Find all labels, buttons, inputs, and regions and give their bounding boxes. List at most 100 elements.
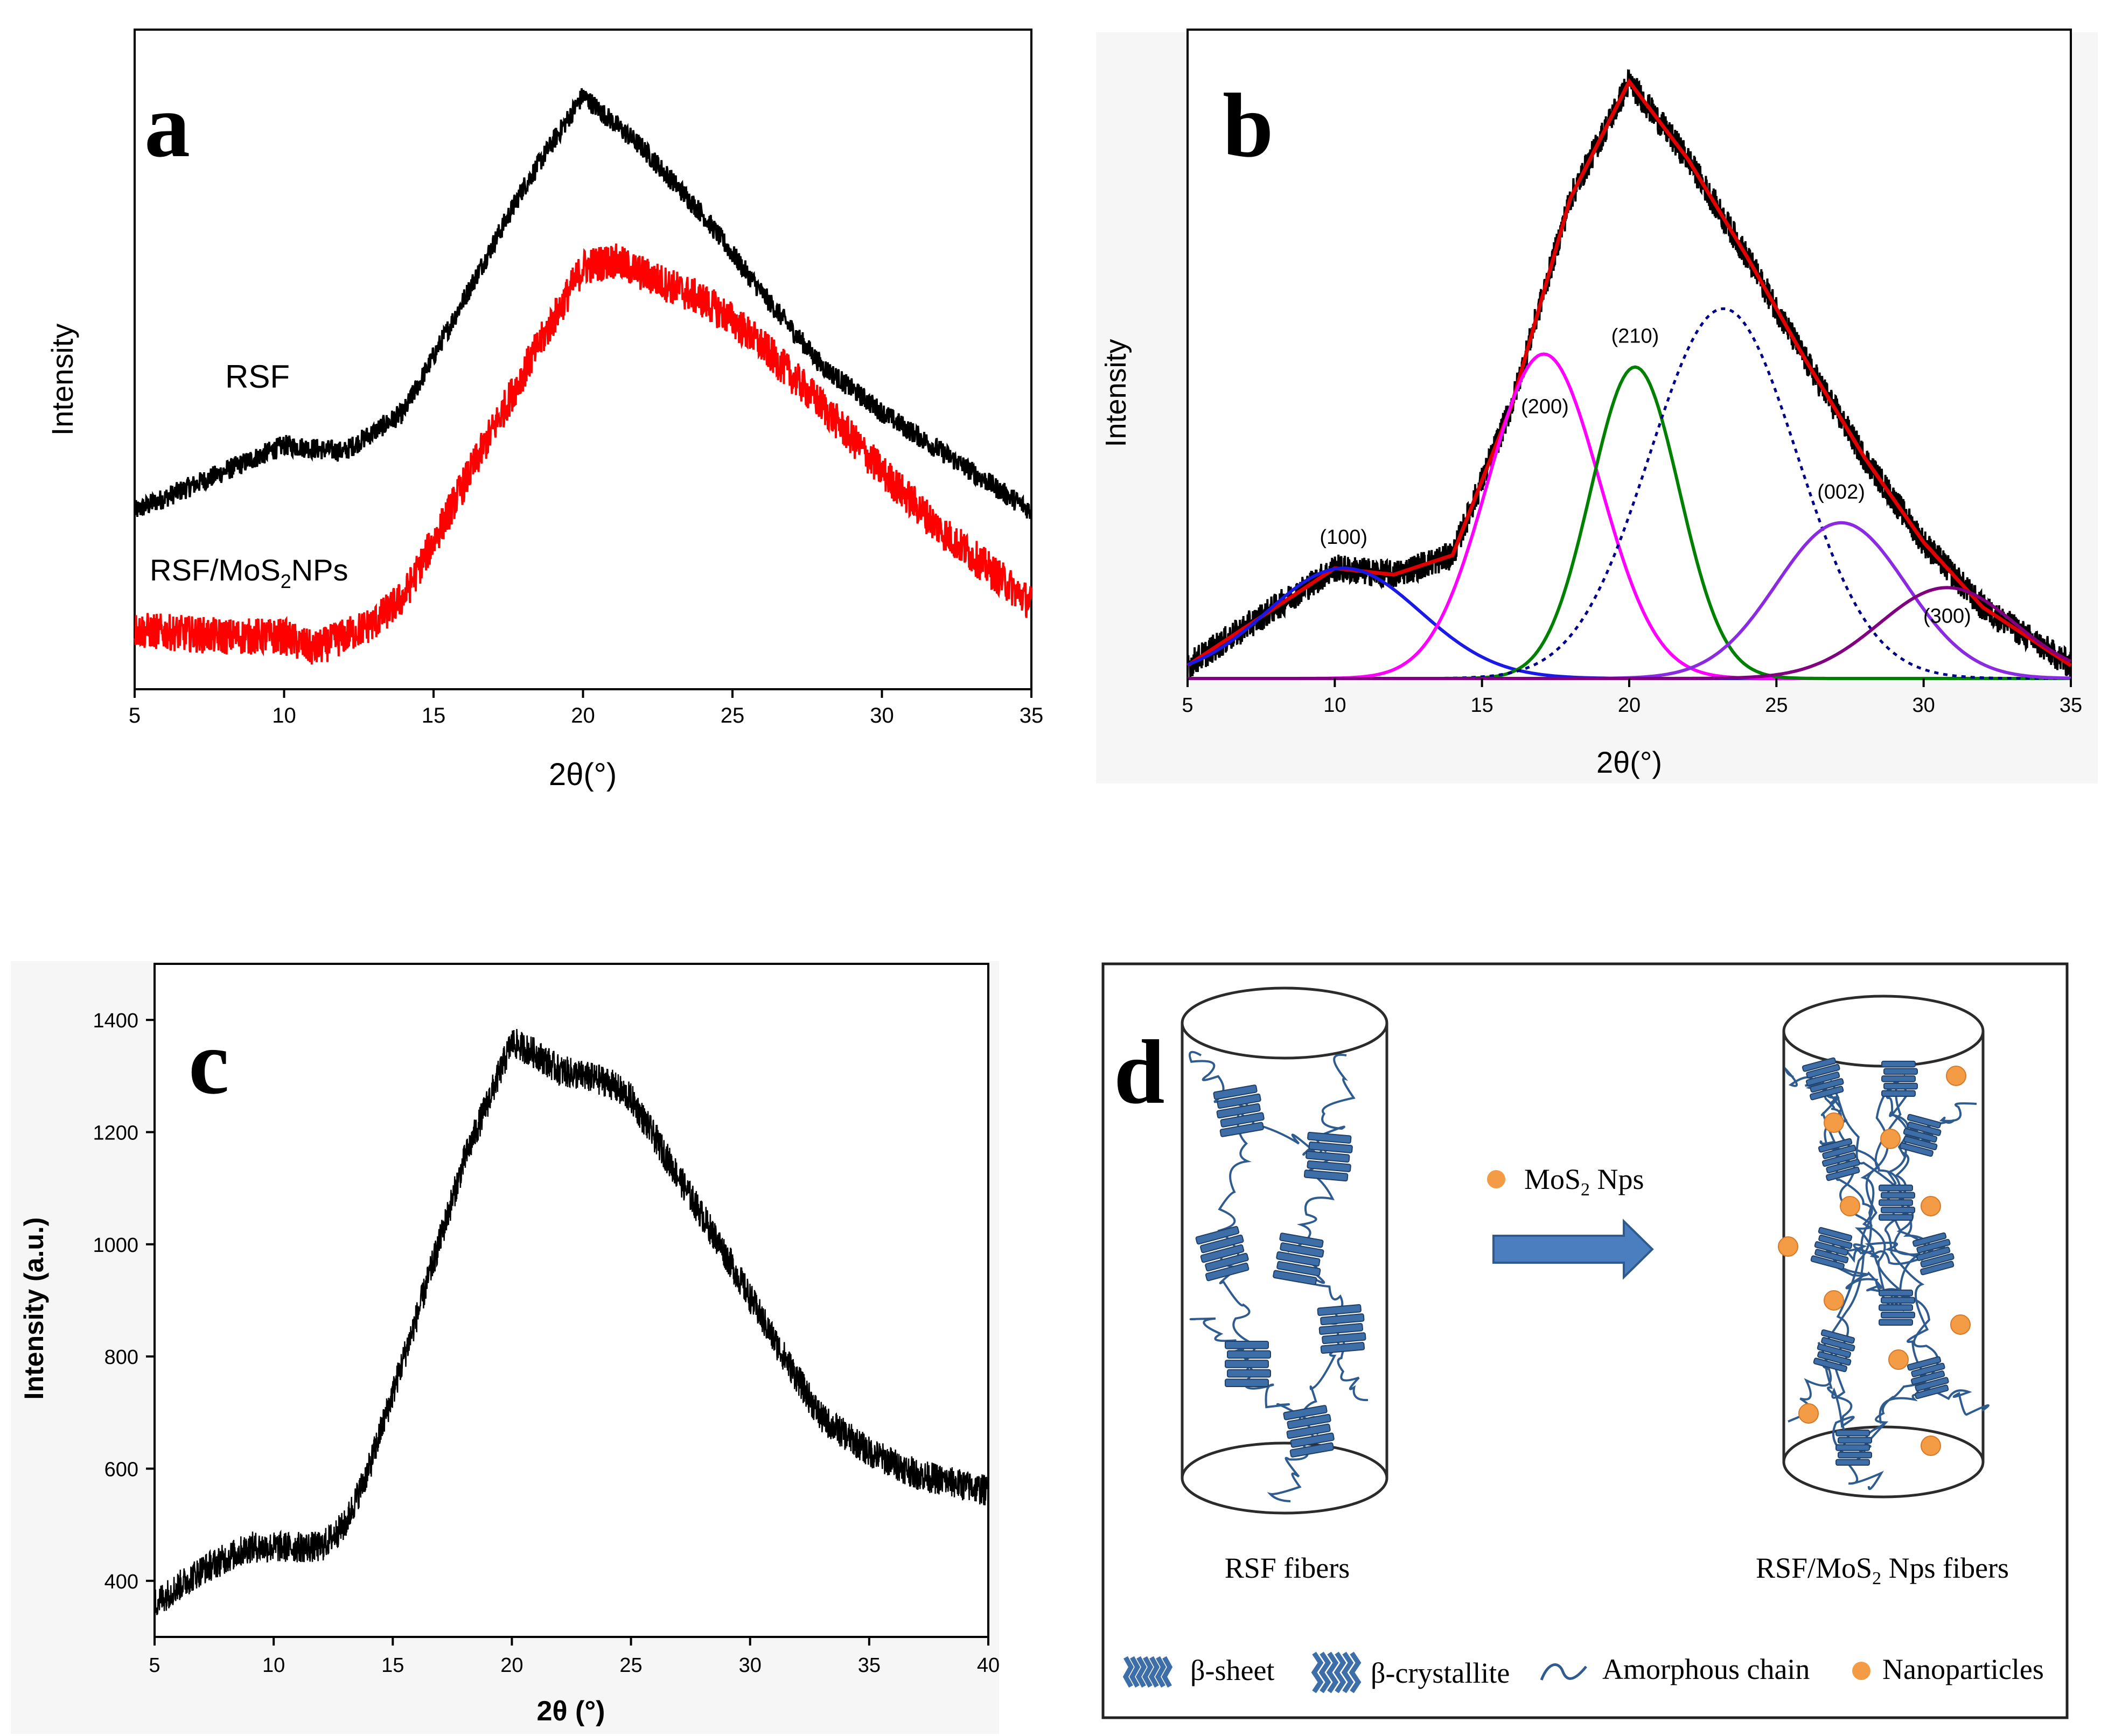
nanoparticle xyxy=(1921,1196,1941,1216)
x-tick-label-c: 35 xyxy=(858,1654,881,1677)
panel-letter-d: d xyxy=(1114,1021,1165,1123)
beta-sheet-strand xyxy=(1205,1262,1250,1282)
beta-crystallite-strand xyxy=(1318,1651,1331,1693)
x-tick-label-c: 10 xyxy=(262,1654,285,1677)
caption-right-subscript: 2 xyxy=(1872,1569,1881,1588)
peak-label: (002) xyxy=(1817,481,1865,503)
amorphous-chain-icon xyxy=(1540,1663,1587,1681)
beta-sheet-strand xyxy=(1810,1078,1844,1093)
y-tick-label-c: 1400 xyxy=(93,1010,138,1032)
beta-sheet-strand xyxy=(1911,1362,1945,1377)
legend-nanoparticles: Nanoparticles xyxy=(1882,1653,2044,1685)
panel-letter-a: a xyxy=(144,75,190,176)
arrow-label-part3: Nps xyxy=(1590,1163,1644,1195)
beta-sheet-strand xyxy=(1810,1086,1844,1101)
beta-sheet-strand xyxy=(1320,1342,1365,1354)
beta-sheet-strand xyxy=(1273,1270,1317,1285)
beta-sheet-strand xyxy=(1915,1384,1949,1399)
beta-sheet-strand xyxy=(1903,1128,1938,1143)
beta-sheet-strand xyxy=(1881,1060,1916,1068)
series-label-rsf-mos2: RSF/MoS2NPs xyxy=(150,553,348,592)
peak-label: (100) xyxy=(1320,526,1367,549)
beta-sheet-strand xyxy=(1305,1150,1350,1163)
beta-sheet-strand xyxy=(1916,1238,1951,1254)
beta-sheet-strand xyxy=(1907,1121,1942,1136)
beta-sheet-strand xyxy=(1810,1255,1845,1270)
beta-sheet-strand xyxy=(1307,1160,1351,1172)
beta-sheet-strand xyxy=(1227,1350,1271,1359)
axis-ticks-c: 5 10 15 20 25 30 35 40 400 600 800 1000 1200 1400 xyxy=(93,1010,1000,1677)
x-axis-title-c: 2θ (°) xyxy=(537,1696,605,1727)
beta-sheet-strand xyxy=(1287,1413,1331,1430)
beta-crystallite xyxy=(1813,1329,1855,1373)
caption-rsf-mos2-fibers: RSF/MoS2 Nps fibers xyxy=(1756,1552,2009,1588)
panel-letter-b: b xyxy=(1223,75,1274,176)
beta-crystallite xyxy=(1835,1429,1872,1466)
beta-sheet-strand xyxy=(1129,1656,1141,1688)
beta-crystallite xyxy=(1810,1227,1853,1270)
x-axis-ticks-a: 5 10 15 20 25 30 35 xyxy=(129,689,1043,727)
beta-sheet-strand xyxy=(1907,1114,1942,1129)
beta-sheet-strand xyxy=(1881,1075,1916,1082)
beta-sheet-strand xyxy=(1899,1142,1934,1157)
beta-crystallite-icon xyxy=(1311,1651,1362,1693)
beta-sheet-strand xyxy=(1826,1166,1860,1181)
process-arrow: MoS2 Nps xyxy=(1487,1163,1654,1280)
beta-crystallite xyxy=(1225,1341,1271,1387)
beta-sheet-strand xyxy=(1835,1429,1870,1437)
x-tick-label-c: 15 xyxy=(381,1654,404,1677)
legend-beta-sheet: β-sheet xyxy=(1190,1654,1274,1686)
beta-sheet-strand xyxy=(1161,1656,1173,1688)
beta-sheet-strand xyxy=(1308,1141,1353,1153)
amorphous-chain xyxy=(1884,1211,1929,1380)
beta-sheet-strand xyxy=(1881,1192,1915,1199)
amorphous-chain xyxy=(1813,1076,1935,1255)
beta-sheet-strand xyxy=(1817,1351,1852,1366)
beta-sheet-strand xyxy=(1826,1159,1860,1174)
beta-crystallite xyxy=(1912,1232,1955,1276)
beta-sheet-strand xyxy=(1320,1313,1365,1326)
y-tick-label-c: 1000 xyxy=(93,1234,138,1257)
series-label-rsf: RSF xyxy=(225,359,290,395)
nanoparticle xyxy=(1950,1314,1971,1335)
nanoparticle xyxy=(1921,1436,1941,1456)
series-layer-c xyxy=(153,1028,989,1615)
beta-crystallites-right xyxy=(1802,1057,1955,1466)
beta-sheet-strand xyxy=(1813,1357,1847,1373)
x-axis-ticks-b: 5 10 15 20 25 30 35 xyxy=(1182,678,2082,717)
beta-sheet-strand xyxy=(1920,1261,1955,1276)
beta-sheet-strand xyxy=(1155,1656,1167,1688)
beta-sheet-strand xyxy=(1818,1227,1853,1242)
beta-sheet-strand xyxy=(1200,1244,1245,1263)
nanoparticle-legend-dot-arrow xyxy=(1487,1170,1505,1188)
beta-sheet-strand xyxy=(1213,1084,1258,1100)
beta-sheet-strand xyxy=(1122,1656,1134,1688)
beta-sheet-strand xyxy=(1225,1360,1269,1368)
y-tick-label-c: 800 xyxy=(104,1346,138,1369)
beta-sheet-strand xyxy=(1915,1377,1949,1392)
beta-sheet-strand xyxy=(1307,1131,1352,1144)
beta-sheet-strand xyxy=(1805,1072,1840,1086)
beta-sheet-strand xyxy=(1286,1423,1331,1439)
beta-sheet-strand xyxy=(1317,1304,1362,1316)
beta-sheet-strand xyxy=(1135,1656,1147,1688)
beta-sheet-strand xyxy=(1814,1249,1849,1264)
series-layer-a xyxy=(134,88,1032,665)
x-tick-label-b: 25 xyxy=(1765,694,1788,717)
beta-crystallite xyxy=(1317,1304,1366,1354)
beta-sheet-strand xyxy=(1220,1112,1265,1128)
series-line-rsf-mos2 xyxy=(134,243,1032,665)
beta-sheet-strand xyxy=(1838,1451,1872,1459)
beta-sheet-strand xyxy=(1879,1304,1913,1311)
panel-c: c 5 10 15 20 25 30 35 40 400 600 800 1000 1200 1400 2… xyxy=(11,961,1000,1734)
beta-crystallite xyxy=(1818,1138,1860,1181)
x-tick-label-a: 35 xyxy=(1020,704,1044,727)
beta-sheet-strand xyxy=(1822,1144,1856,1159)
legend-beta-crystallite: β-crystallite xyxy=(1371,1657,1510,1689)
beta-sheet-strand xyxy=(1879,1319,1913,1326)
beta-sheet-strand xyxy=(1283,1405,1328,1420)
beta-sheet-strand xyxy=(1818,1234,1853,1249)
x-tick-label-b: 20 xyxy=(1618,694,1641,717)
beta-sheet-strand xyxy=(1821,1152,1856,1167)
series-line-xrd xyxy=(153,1028,989,1615)
